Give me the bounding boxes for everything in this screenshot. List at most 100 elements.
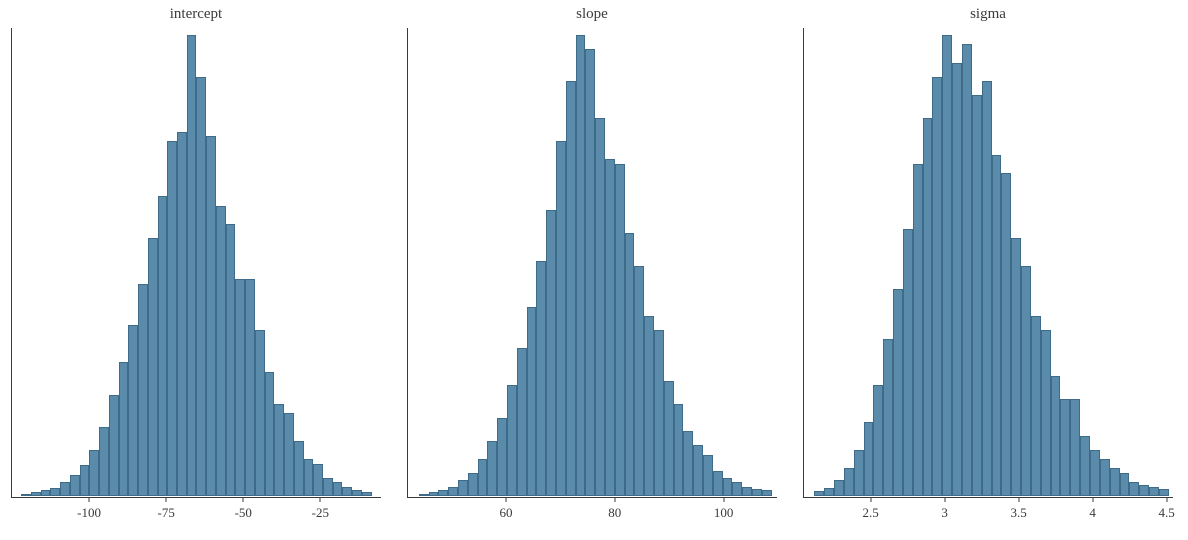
histogram-bar xyxy=(1159,489,1169,496)
histogram-bar xyxy=(644,316,654,496)
histogram-bars xyxy=(12,28,381,496)
xtick-mark xyxy=(1092,497,1093,502)
histogram-bar xyxy=(1090,450,1100,496)
plot-area: -100-75-50-25 xyxy=(11,28,381,498)
histogram-bar xyxy=(333,482,343,496)
histogram-bar xyxy=(566,81,576,496)
histogram-bar xyxy=(972,95,982,496)
xtick-label: 60 xyxy=(499,505,512,521)
histogram-bar xyxy=(654,330,664,496)
histogram-bar xyxy=(507,385,517,496)
histogram-bar xyxy=(352,490,362,496)
histogram-bar xyxy=(923,118,933,496)
xtick-mark xyxy=(505,497,506,502)
histogram-bar xyxy=(595,118,605,496)
histogram-bar xyxy=(903,229,913,496)
histogram-bar xyxy=(742,487,752,496)
histogram-bar xyxy=(1149,487,1159,496)
histogram-bar xyxy=(844,468,854,496)
histogram-bar xyxy=(585,49,595,496)
histogram-bar xyxy=(294,441,304,496)
xtick-label: -100 xyxy=(77,505,101,521)
histogram-bar xyxy=(89,450,99,496)
histogram-bar xyxy=(883,339,893,496)
histogram-bar xyxy=(634,266,644,497)
histogram-bar xyxy=(814,491,824,496)
histogram-bars xyxy=(408,28,777,496)
xtick-label: -50 xyxy=(235,505,252,521)
histogram-bar xyxy=(1139,485,1149,496)
histogram-bar xyxy=(478,459,488,496)
histogram-bar xyxy=(487,441,497,496)
histogram-bar xyxy=(713,471,723,496)
histogram-bar xyxy=(546,210,556,496)
plot-area: 6080100 xyxy=(407,28,777,498)
xtick-mark xyxy=(243,497,244,502)
histogram-bar xyxy=(683,431,693,496)
histogram-bar xyxy=(873,385,883,496)
plot-area: 2.533.544.5 xyxy=(803,28,1173,498)
histogram-bar xyxy=(255,330,265,496)
histogram-bar xyxy=(60,482,70,496)
histogram-bar xyxy=(109,395,119,496)
xtick-label: -25 xyxy=(312,505,329,521)
subplot-title: slope xyxy=(407,6,777,23)
histogram-bar xyxy=(1120,473,1130,496)
histogram-bar xyxy=(834,480,844,496)
histogram-bar xyxy=(992,155,1002,496)
histogram-bar xyxy=(1001,173,1011,496)
xtick-mark xyxy=(1166,497,1167,502)
histogram-bar xyxy=(216,206,226,496)
histogram-bar xyxy=(615,164,625,496)
histogram-bar xyxy=(932,77,942,497)
histogram-bar xyxy=(536,261,546,496)
histogram-bar xyxy=(982,81,992,496)
histogram-bar xyxy=(50,488,60,496)
xtick-mark xyxy=(1018,497,1019,502)
xtick-label: 80 xyxy=(608,505,621,521)
histogram-bar xyxy=(693,445,703,496)
histogram-bar xyxy=(21,494,31,496)
histogram-bar xyxy=(138,284,148,496)
xtick-mark xyxy=(723,497,724,502)
histogram-bar xyxy=(265,372,275,496)
xtick-mark xyxy=(614,497,615,502)
histogram-bar xyxy=(762,490,772,496)
histogram-bar xyxy=(304,459,314,496)
histogram-bar xyxy=(1129,482,1139,496)
histogram-bar xyxy=(625,233,635,496)
histogram-bar xyxy=(664,381,674,496)
histogram-bar xyxy=(674,404,684,496)
histogram-bar xyxy=(1021,266,1031,497)
histogram-bar xyxy=(605,159,615,496)
histogram-bar xyxy=(913,164,923,496)
histogram-bar xyxy=(245,279,255,496)
histogram-bar xyxy=(31,492,41,496)
histogram-bar xyxy=(1060,399,1070,496)
histogram-bar xyxy=(952,63,962,496)
xtick-mark xyxy=(870,497,871,502)
xtick-label: 100 xyxy=(714,505,734,521)
xtick-label: 2.5 xyxy=(862,505,878,521)
xtick-label: 4 xyxy=(1089,505,1096,521)
histogram-bar xyxy=(313,464,323,496)
histogram-bar xyxy=(1100,459,1110,496)
xtick-mark xyxy=(166,497,167,502)
histogram-bar xyxy=(128,325,138,496)
histogram-bar xyxy=(1031,316,1041,496)
histogram-bar xyxy=(556,141,566,496)
histogram-bar xyxy=(323,478,333,496)
histogram-bar xyxy=(1070,399,1080,496)
xtick-label: 3.5 xyxy=(1010,505,1026,521)
histogram-bar xyxy=(732,482,742,496)
histogram-bar xyxy=(1110,468,1120,496)
histogram-bar xyxy=(576,35,586,496)
histogram-bar xyxy=(854,450,864,496)
xtick-label: 3 xyxy=(941,505,948,521)
subplot-title: sigma xyxy=(803,6,1173,23)
histogram-bar xyxy=(864,422,874,496)
histogram-bar xyxy=(80,465,90,496)
histogram-bar xyxy=(527,307,537,496)
histogram-bar xyxy=(752,489,762,496)
histogram-bar xyxy=(703,455,713,496)
